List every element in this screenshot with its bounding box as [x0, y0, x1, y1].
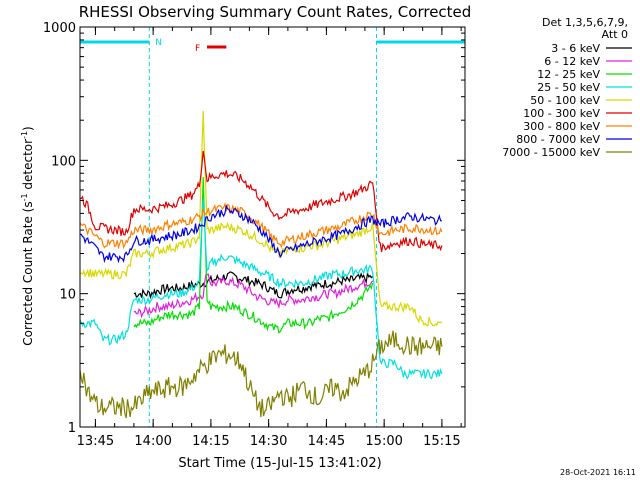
legend-header: Det 1,3,5,6,7,9,	[542, 16, 628, 29]
series-group	[79, 110, 443, 327]
series-line	[79, 150, 443, 253]
legend-entry-label: 300 - 800 keV	[523, 120, 600, 133]
series-group	[133, 273, 374, 319]
legend-entry-label: 25 - 50 keV	[537, 81, 600, 94]
series-group	[79, 201, 443, 250]
x-tick-label: 15:00	[365, 434, 402, 449]
night-label: N	[155, 38, 162, 48]
series-group	[79, 204, 443, 264]
x-tick-label: 13:45	[77, 434, 114, 449]
chart-title: RHESSI Observing Summary Count Rates, Co…	[79, 3, 472, 21]
plot-frame	[79, 26, 466, 428]
legend-header: Att 0	[602, 28, 628, 41]
x-axis-label: Start Time (15-Jul-15 13:41:02)	[178, 456, 381, 471]
y-tick-label: 100	[51, 154, 76, 169]
legend-entry-label: 6 - 12 keV	[544, 55, 600, 68]
y-tick-label: 1000	[43, 21, 76, 36]
footer-date: 28-Oct-2021 16:11	[560, 468, 636, 477]
legend-entry-label: 100 - 300 keV	[523, 107, 600, 120]
series-line	[79, 330, 443, 419]
series-line	[79, 110, 443, 327]
x-tick-label: 14:00	[134, 434, 171, 449]
series-line	[133, 177, 374, 334]
x-tick-label: 14:15	[192, 434, 229, 449]
y-axis-label-exponent: -1	[20, 193, 29, 201]
y-axis-label: Corrected Count Rate (s-1 detector-1)	[20, 126, 35, 345]
x-tick-label: 14:45	[308, 434, 345, 449]
y-axis-label-exponent: -1	[20, 131, 29, 139]
series-group	[79, 150, 443, 253]
series-group	[133, 271, 374, 300]
flare-label: F	[195, 44, 200, 54]
series-line	[79, 201, 443, 250]
legend-entry-label: 800 - 7000 keV	[516, 133, 600, 146]
series-line	[133, 273, 374, 319]
y-tick-label: 1	[68, 421, 76, 436]
plot-area: N F 1 10 100 1000 13:45 14:00 14:15 14:30 14:45 15:…	[43, 21, 466, 449]
series-group	[79, 330, 443, 419]
series-line	[133, 271, 374, 300]
series-line	[79, 204, 443, 264]
x-tick-label: 15:15	[423, 434, 460, 449]
y-tick-label: 10	[59, 288, 76, 303]
series-group	[133, 177, 374, 334]
legend-entry-label: 50 - 100 keV	[530, 94, 600, 107]
legend-entry-label: 3 - 6 keV	[551, 42, 600, 55]
series-group	[79, 198, 443, 380]
legend-entry-label: 7000 - 15000 keV	[502, 146, 600, 159]
legend-entry-label: 12 - 25 keV	[537, 68, 600, 81]
x-tick-label: 14:30	[250, 434, 287, 449]
series-line	[79, 198, 443, 380]
